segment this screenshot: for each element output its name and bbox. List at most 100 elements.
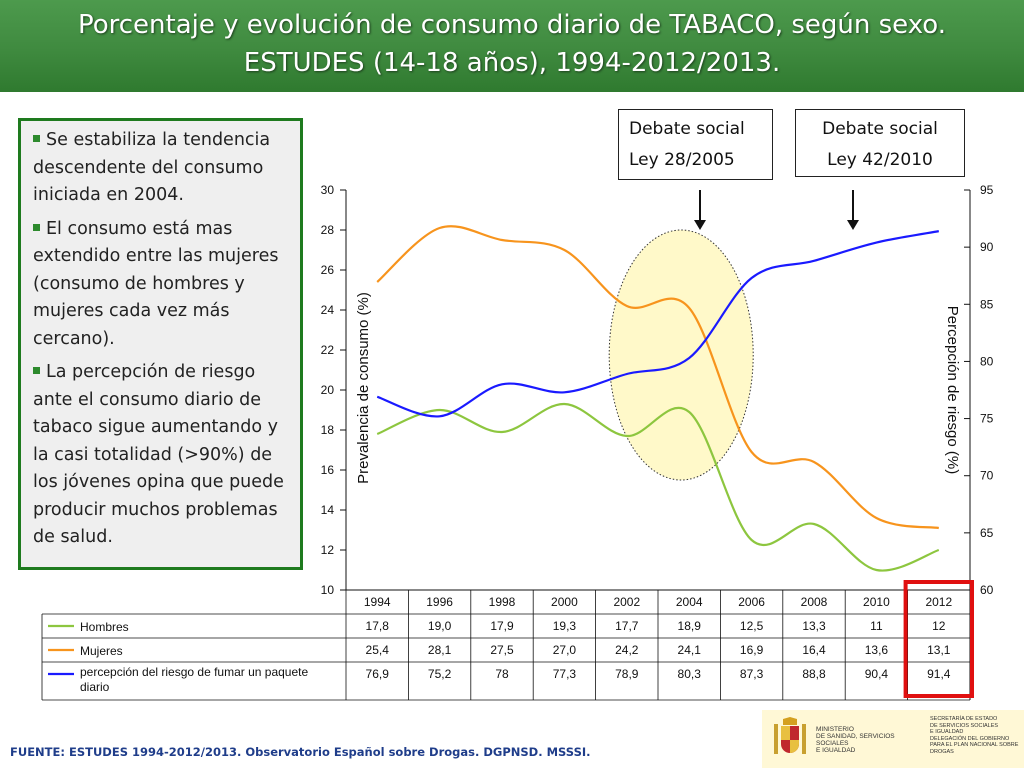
legend-riesgo-line-1: percepción del riesgo de fumar un paquet… <box>80 665 308 679</box>
table-cell-value: 16,9 <box>740 643 764 657</box>
bullet-square-icon <box>33 367 40 374</box>
table-cell-value: 25,4 <box>366 643 390 657</box>
callout-1-line-1: Debate social <box>629 119 745 139</box>
legend-riesgo-line-2: diario <box>80 680 110 694</box>
table-cell-value: 77,3 <box>553 667 577 681</box>
highlight-ellipse <box>608 229 754 481</box>
legend-riesgo: percepción del riesgo de fumar un paquet… <box>80 665 308 694</box>
table-cell-value: 11 <box>870 619 883 633</box>
left-axis-tick-label: 22 <box>321 343 335 357</box>
page-title: Porcentaje y evolución de consumo diario… <box>0 6 1024 82</box>
right-axis-tick-label: 80 <box>980 354 994 368</box>
legend-mujeres: Mujeres <box>80 644 123 658</box>
dept-line: E IGUALDAD <box>930 729 964 735</box>
table-cell-value: 12 <box>932 619 946 633</box>
ministry-line: MINISTERIO <box>816 726 854 733</box>
bullet-square-icon <box>33 135 40 142</box>
table-year-label: 2002 <box>613 595 640 609</box>
right-axis-tick-label: 60 <box>980 583 994 597</box>
title-line-1: Porcentaje y evolución de consumo diario… <box>77 10 947 40</box>
table-cell-value: 80,3 <box>678 667 702 681</box>
right-axis-tick-label: 65 <box>980 526 994 540</box>
table-year-label: 2004 <box>676 595 703 609</box>
table-cell-value: 17,8 <box>366 619 390 633</box>
mujeres-line <box>376 225 939 530</box>
table-year-label: 2010 <box>863 595 890 609</box>
callout-2-line-2: Ley 42/2010 <box>827 150 933 170</box>
title-band: Porcentaje y evolución de consumo diario… <box>0 0 1024 92</box>
right-axis-tick-label: 95 <box>980 183 994 197</box>
bullet-text: El consumo está mas extendido entre las … <box>33 218 279 349</box>
title-line-2: ESTUDES (14-18 años), 1994-2012/2013. <box>243 48 781 78</box>
ministry-name: MINISTERIO DE SANIDAD, SERVICIOS SOCIALE… <box>816 726 926 754</box>
left-axis-tick-label: 26 <box>321 263 335 277</box>
table-cell-value: 28,1 <box>428 643 452 657</box>
highlight-2012-box <box>903 580 974 698</box>
left-axis-tick-label: 14 <box>321 503 335 517</box>
arrow-down-icon-2-head <box>847 220 859 230</box>
table-year-label: 1996 <box>426 595 453 609</box>
right-axis-title: Percepción de riesgo (%) <box>944 306 961 474</box>
ministry-line: DE SANIDAD, SERVICIOS SOCIALES <box>816 733 895 747</box>
table-year-label: 1994 <box>364 595 391 609</box>
table-cell-value: 27,0 <box>553 643 577 657</box>
table-cell-value: 78,9 <box>615 667 639 681</box>
right-axis-tick-label: 85 <box>980 297 994 311</box>
table-year-label: 2008 <box>801 595 828 609</box>
dept-line: DE SERVICIOS SOCIALES <box>930 722 999 729</box>
table-cell-value: 12,5 <box>740 619 764 633</box>
table-cell-value: 87,3 <box>740 667 764 681</box>
dept-line: PARA EL PLAN NACIONAL SOBRE DROGAS <box>930 742 1019 755</box>
table-cell-value: 13,3 <box>802 619 826 633</box>
ministry-line: E IGUALDAD <box>816 747 856 754</box>
left-axis-tick-label: 24 <box>321 303 335 317</box>
table-year-label: 2012 <box>925 595 952 609</box>
hombres-line <box>376 402 940 572</box>
bullet-square-icon <box>33 223 40 231</box>
table-cell-value: 78 <box>495 667 509 681</box>
bullet-text: La percepción de riesgo ante el consumo … <box>33 362 284 547</box>
left-axis-tick-label: 10 <box>321 583 335 597</box>
table-cell-value: 13,1 <box>927 643 951 657</box>
arrow-down-icon-1-head <box>694 220 706 230</box>
right-axis-tick-label: 70 <box>980 469 994 483</box>
dept-line: SECRETARÍA DE ESTADO <box>930 716 998 722</box>
table-cell-value: 13,6 <box>865 643 889 657</box>
left-axis-tick-label: 16 <box>321 463 335 477</box>
table-year-label: 2006 <box>738 595 765 609</box>
table-cell-value: 91,4 <box>927 667 951 681</box>
left-axis-title: Prevalencia de consumo (%) <box>355 292 372 484</box>
table-cell-value: 75,2 <box>428 667 452 681</box>
table-cell-value: 18,9 <box>678 619 702 633</box>
left-axis-tick-label: 18 <box>321 423 335 437</box>
callout-2-line-1: Debate social <box>822 119 938 139</box>
bullet-item: El consumo está mas extendido entre las … <box>33 216 290 354</box>
left-axis-tick-label: 20 <box>321 383 335 397</box>
table-cell-value: 27,5 <box>490 643 514 657</box>
callout-1-line-2: Ley 28/2005 <box>629 150 735 170</box>
source-footer: FUENTE: ESTUDES 1994-2012/2013. Observat… <box>10 745 591 759</box>
table-cell-value: 88,8 <box>802 667 826 681</box>
table-cell-value: 19,3 <box>553 619 577 633</box>
left-axis-tick-label: 28 <box>321 223 335 237</box>
bullet-item: Se estabiliza la tendencia descendente d… <box>33 127 290 210</box>
table-year-label: 1998 <box>489 595 516 609</box>
department-name: SECRETARÍA DE ESTADO DE SERVICIOS SOCIAL… <box>930 716 1022 755</box>
legend-hombres: Hombres <box>80 620 129 634</box>
left-axis-tick-label: 30 <box>321 183 335 197</box>
left-axis-tick-label: 12 <box>321 543 335 557</box>
right-axis-tick-label: 75 <box>980 412 994 426</box>
dept-line: DELEGACIÓN DEL GOBIERNO <box>930 735 1010 742</box>
riesgo-line <box>376 230 939 418</box>
table-cell-value: 76,9 <box>366 667 390 681</box>
table-cell-value: 17,7 <box>615 619 639 633</box>
summary-box: Se estabiliza la tendencia descendente d… <box>18 118 303 570</box>
table-cell-value: 16,4 <box>802 643 826 657</box>
coat-of-arms-icon <box>774 717 806 754</box>
right-axis-tick-label: 90 <box>980 240 994 254</box>
table-cell-value: 24,1 <box>678 643 702 657</box>
table-cell-value: 17,9 <box>490 619 514 633</box>
table-cell-value: 24,2 <box>615 643 639 657</box>
callout-ley-28-2005: Debate social Ley 28/2005 <box>618 109 773 180</box>
